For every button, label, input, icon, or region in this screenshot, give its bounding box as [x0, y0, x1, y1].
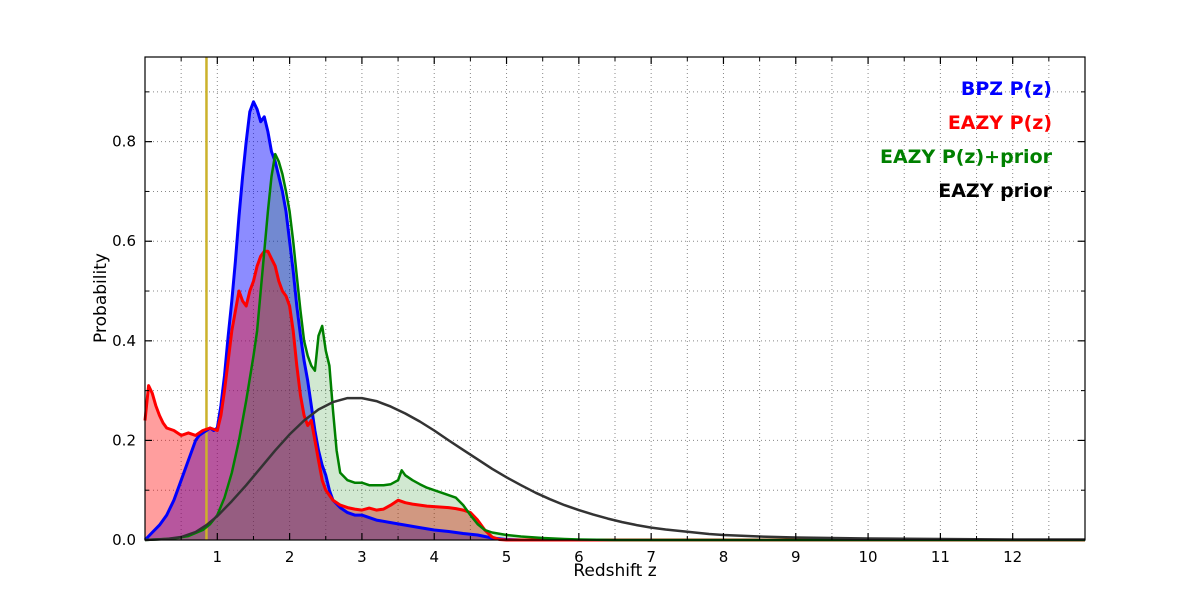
y-tick-label: 0.2 [112, 431, 136, 449]
series-line-eazy-p-z-prior [144, 152, 1085, 542]
x-tick-label: 4 [429, 548, 439, 566]
y-axis-title: Probability [91, 253, 111, 343]
x-tick-label: 2 [285, 548, 295, 566]
y-tick-label: 0.0 [112, 531, 136, 549]
series-line-bpz-p-z [143, 100, 1085, 542]
x-tick-label: 5 [502, 548, 512, 566]
x-tick-label: 7 [646, 548, 656, 566]
y-tick-label: 0.8 [112, 133, 136, 151]
legend-entry-eazy-pz: EAZY P(z) [947, 112, 1052, 134]
x-tick-label: 3 [357, 548, 367, 566]
x-tick-label: 12 [1003, 548, 1022, 566]
series-fill-bpz-p-z [145, 101, 1085, 541]
series-line-eazy-prior [144, 396, 1085, 542]
series-line-eazy-p-z [143, 249, 1085, 542]
x-tick-label: 9 [791, 548, 801, 566]
legend-entry-bpz-pz: BPZ P(z) [960, 78, 1052, 100]
y-tick-label: 0.4 [112, 332, 136, 350]
x-tick-label: 6 [574, 548, 584, 566]
x-tick-label: 10 [859, 548, 878, 566]
series-fill-eazy-p-z-prior [145, 154, 1085, 540]
x-tick-label: 11 [931, 548, 950, 566]
legend-entry-eazy-pz-prior: EAZY P(z)+prior [879, 146, 1052, 168]
x-tick-label: 1 [213, 548, 223, 566]
series-fill-eazy-p-z [145, 251, 1085, 540]
y-tick-label: 0.6 [112, 232, 136, 250]
legend: BPZ P(z) EAZY P(z) EAZY P(z)+prior EAZY … [880, 72, 1052, 208]
x-tick-label: 8 [719, 548, 729, 566]
legend-entry-eazy-prior: EAZY prior [938, 180, 1052, 202]
x-axis-title: Redshift z [573, 561, 657, 581]
